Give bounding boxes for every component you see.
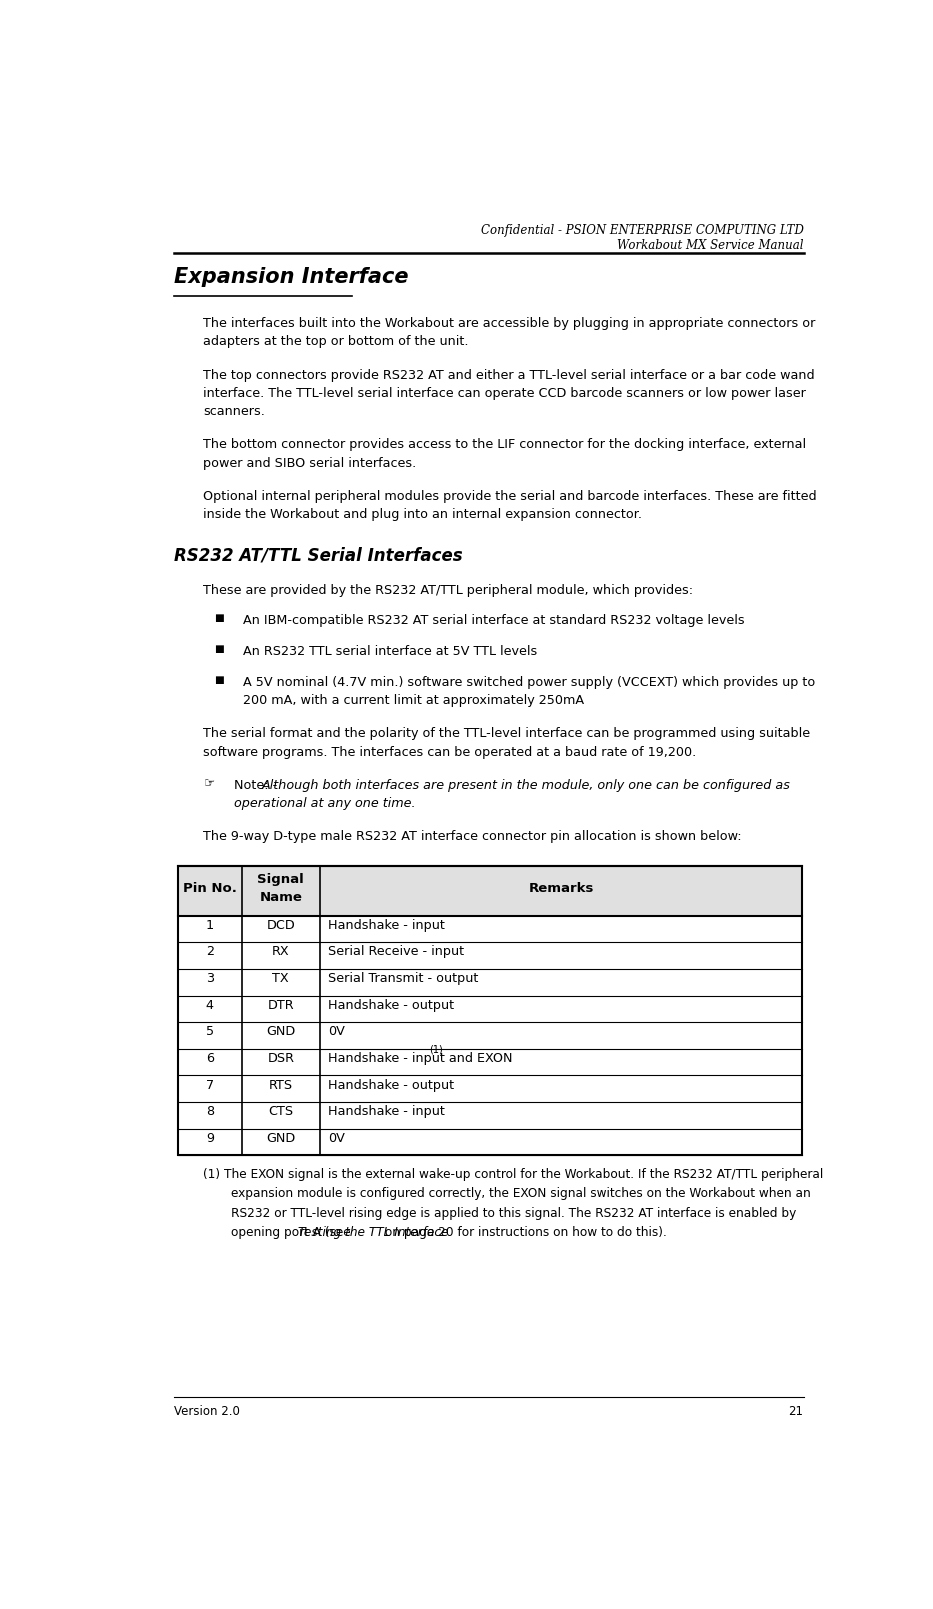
Bar: [178, 1049, 802, 1075]
Text: The top connectors provide RS232 AT and either a TTL-level serial interface or a: The top connectors provide RS232 AT and …: [203, 368, 815, 381]
Text: 1: 1: [206, 919, 214, 932]
Text: The bottom connector provides access to the LIF connector for the docking interf: The bottom connector provides access to …: [203, 438, 806, 452]
Text: Note: -: Note: -: [234, 779, 281, 792]
Bar: [178, 996, 802, 1022]
Bar: [178, 1102, 802, 1130]
Text: Handshake - input and EXON: Handshake - input and EXON: [328, 1052, 517, 1065]
Bar: [178, 1130, 802, 1155]
Text: An IBM-compatible RS232 AT serial interface at standard RS232 voltage levels: An IBM-compatible RS232 AT serial interf…: [244, 615, 745, 628]
Text: Testing the TTL Interface: Testing the TTL Interface: [298, 1226, 448, 1239]
Text: 3: 3: [206, 972, 214, 985]
Text: 4: 4: [206, 999, 214, 1012]
Text: RX: RX: [272, 946, 289, 959]
Text: 2: 2: [206, 946, 214, 959]
Text: Optional internal peripheral modules provide the serial and barcode interfaces. : Optional internal peripheral modules pro…: [203, 489, 817, 504]
Text: Expansion Interface: Expansion Interface: [174, 267, 409, 288]
Text: Confidential - PSION ENTERPRISE COMPUTING LTD: Confidential - PSION ENTERPRISE COMPUTIN…: [480, 224, 803, 237]
Text: (1): (1): [429, 1044, 443, 1056]
Text: expansion module is configured correctly, the EXON signal switches on the Workab: expansion module is configured correctly…: [230, 1187, 811, 1200]
Text: GND: GND: [266, 1131, 296, 1146]
Text: The serial format and the polarity of the TTL-level interface can be programmed : The serial format and the polarity of th…: [203, 727, 811, 740]
Text: Handshake - output: Handshake - output: [328, 999, 454, 1012]
Text: DCD: DCD: [267, 919, 295, 932]
Text: DTR: DTR: [268, 999, 294, 1012]
Text: Handshake - input: Handshake - input: [328, 1105, 445, 1118]
Text: CTS: CTS: [268, 1105, 293, 1118]
Bar: [178, 866, 802, 916]
Text: ■: ■: [215, 644, 224, 653]
Text: (1) The EXON signal is the external wake-up control for the Workabout. If the RS: (1) The EXON signal is the external wake…: [203, 1168, 824, 1181]
Text: Although both interfaces are present in the module, only one can be configured a: Although both interfaces are present in …: [262, 779, 791, 792]
Text: adapters at the top or bottom of the unit.: adapters at the top or bottom of the uni…: [203, 335, 469, 348]
Text: power and SIBO serial interfaces.: power and SIBO serial interfaces.: [203, 457, 417, 470]
Bar: [178, 943, 802, 969]
Text: Pin No.: Pin No.: [183, 882, 237, 895]
Text: RTS: RTS: [269, 1078, 293, 1091]
Text: The interfaces built into the Workabout are accessible by plugging in appropriat: The interfaces built into the Workabout …: [203, 317, 815, 330]
Text: 0V: 0V: [328, 1025, 345, 1038]
Text: Version 2.0: Version 2.0: [174, 1405, 241, 1418]
Text: 0V: 0V: [328, 1131, 345, 1146]
Text: A 5V nominal (4.7V min.) software switched power supply (VCCEXT) which provides : A 5V nominal (4.7V min.) software switch…: [244, 676, 815, 689]
Text: Handshake - output: Handshake - output: [328, 1078, 454, 1091]
Text: interface. The TTL-level serial interface can operate CCD barcode scanners or lo: interface. The TTL-level serial interfac…: [203, 386, 806, 401]
Text: DSR: DSR: [267, 1052, 294, 1065]
Text: Serial Receive - input: Serial Receive - input: [328, 946, 465, 959]
Bar: [178, 1022, 802, 1049]
Text: software programs. The interfaces can be operated at a baud rate of 19,200.: software programs. The interfaces can be…: [203, 745, 697, 758]
Text: ■: ■: [215, 613, 224, 623]
Text: Handshake - input: Handshake - input: [328, 919, 445, 932]
Text: GND: GND: [266, 1025, 296, 1038]
Text: Workabout MX Service Manual: Workabout MX Service Manual: [617, 238, 803, 253]
Text: Serial Transmit - output: Serial Transmit - output: [328, 972, 479, 985]
Bar: [178, 866, 802, 1155]
Text: 8: 8: [206, 1105, 214, 1118]
Text: ■: ■: [215, 674, 224, 684]
Text: scanners.: scanners.: [203, 405, 265, 418]
Text: RS232 or TTL-level rising edge is applied to this signal. The RS232 AT interface: RS232 or TTL-level rising edge is applie…: [230, 1207, 796, 1220]
Text: ☞: ☞: [203, 777, 215, 790]
Text: The 9-way D-type male RS232 AT interface connector pin allocation is shown below: The 9-way D-type male RS232 AT interface…: [203, 830, 742, 843]
Text: inside the Workabout and plug into an internal expansion connector.: inside the Workabout and plug into an in…: [203, 508, 643, 521]
Text: 6: 6: [206, 1052, 214, 1065]
Text: RS232 AT/TTL Serial Interfaces: RS232 AT/TTL Serial Interfaces: [174, 547, 463, 565]
Text: These are provided by the RS232 AT/TTL peripheral module, which provides:: These are provided by the RS232 AT/TTL p…: [203, 584, 693, 597]
Bar: [178, 1075, 802, 1102]
Text: operational at any one time.: operational at any one time.: [234, 796, 415, 811]
Bar: [178, 969, 802, 996]
Text: An RS232 TTL serial interface at 5V TTL levels: An RS232 TTL serial interface at 5V TTL …: [244, 645, 537, 658]
Text: Signal: Signal: [258, 872, 304, 885]
Text: opening port A (see: opening port A (see: [230, 1226, 355, 1239]
Text: Remarks: Remarks: [528, 882, 593, 895]
Text: 200 mA, with a current limit at approximately 250mA: 200 mA, with a current limit at approxim…: [244, 693, 584, 706]
Text: 21: 21: [788, 1405, 803, 1418]
Text: 7: 7: [206, 1078, 214, 1091]
Text: TX: TX: [272, 972, 289, 985]
Text: on page 20 for instructions on how to do this).: on page 20 for instructions on how to do…: [382, 1226, 667, 1239]
Text: Name: Name: [259, 891, 302, 904]
Text: 5: 5: [206, 1025, 214, 1038]
Bar: [178, 916, 802, 943]
Text: 9: 9: [206, 1131, 214, 1146]
